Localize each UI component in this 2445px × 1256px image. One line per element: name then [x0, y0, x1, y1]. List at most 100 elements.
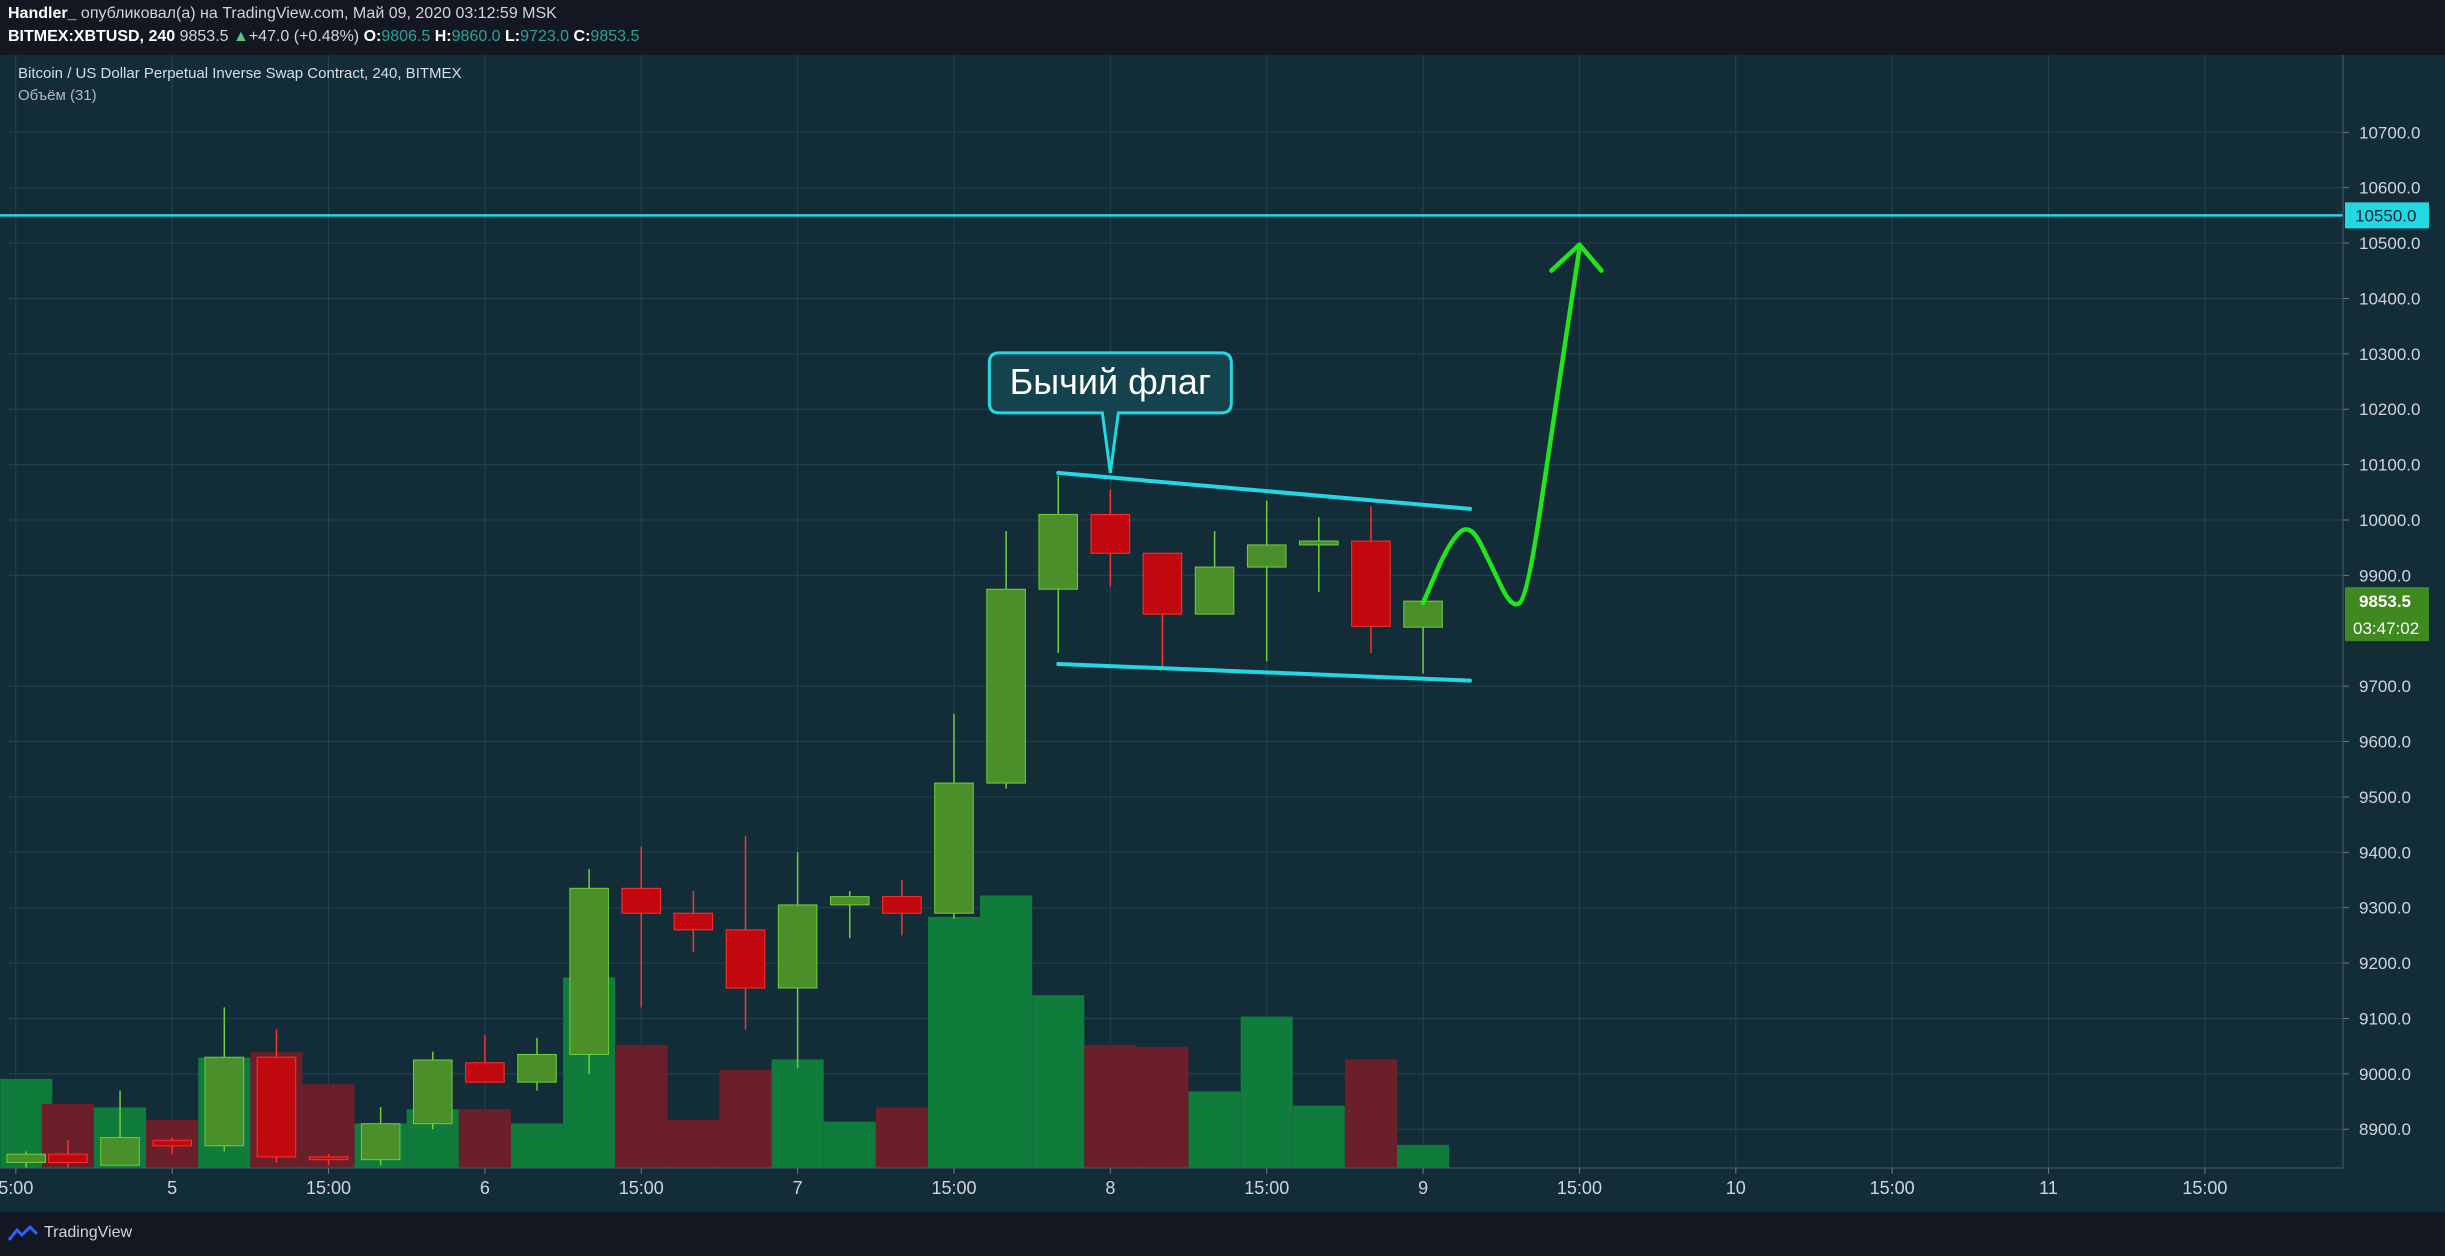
time-tick-label: 7 — [793, 1178, 803, 1198]
volume-bar — [302, 1084, 355, 1168]
candle-body — [1194, 566, 1235, 615]
candle-body — [100, 1137, 140, 1166]
price-tick-label: 9700.0 — [2359, 677, 2411, 696]
volume-bar — [458, 1109, 511, 1168]
high-value: 9860.0 — [451, 28, 501, 45]
open-value: 9806.5 — [381, 28, 431, 45]
volume-bar — [615, 1045, 668, 1168]
volume-bar — [980, 895, 1033, 1168]
chart-area[interactable]: Бычий флаг 10700.0 10600.0 10500.0 10400.0 10… — [0, 55, 2445, 1212]
time-tick-label: 9 — [1418, 1178, 1428, 1198]
price-tick-label: 10700.0 — [2359, 123, 2420, 142]
time-tick-label: 15:00 — [306, 1178, 351, 1198]
candle-body — [673, 912, 714, 931]
candle-body — [308, 1156, 349, 1161]
low-value: 9723.0 — [520, 28, 570, 45]
last-price-text: 9853.5 — [2359, 592, 2411, 611]
symbol-ohlc-line: BITMEX:XBTUSD, 240 9853.5 ▲+47.0 (+0.48%… — [8, 28, 639, 46]
volume-bar — [1084, 1045, 1137, 1168]
candle-body — [1038, 513, 1079, 590]
level-price-text: 10550.0 — [2355, 206, 2416, 225]
volume-bar — [667, 1119, 720, 1168]
volume-bar — [510, 1123, 564, 1168]
publish-text: опубликовал(а) на TradingView.com, Май 0… — [80, 5, 557, 22]
time-tick-label: 8 — [1105, 1178, 1115, 1198]
brand[interactable]: TradingView — [8, 1224, 132, 1242]
price-tick-label: 10200.0 — [2359, 400, 2420, 419]
time-axis — [0, 1168, 2445, 1212]
price-tick-label: 9500.0 — [2359, 788, 2411, 807]
candle-body — [48, 1153, 88, 1163]
symbol-label[interactable]: BITMEX:XBTUSD, 240 — [8, 28, 176, 45]
price-tick-label: 9300.0 — [2359, 899, 2411, 918]
price-tick-label: 8900.0 — [2359, 1120, 2411, 1139]
candle-body — [986, 588, 1026, 784]
brand-name: TradingView — [44, 1224, 133, 1241]
candle-body — [934, 782, 974, 914]
candlestick-chart[interactable]: Бычий флаг 10700.0 10600.0 10500.0 10400.0 10… — [0, 55, 2445, 1212]
last-price: 9853.5 — [179, 28, 229, 45]
price-tick-label: 9900.0 — [2359, 566, 2411, 585]
time-tick-label: 5:00 — [0, 1178, 33, 1198]
time-tick-label: 15:00 — [2182, 1178, 2227, 1198]
time-tick-label: 6 — [480, 1178, 490, 1198]
last-price-tag — [2345, 587, 2429, 642]
candle-body — [152, 1139, 192, 1147]
price-tick-label: 10500.0 — [2359, 234, 2420, 253]
volume-bar — [1397, 1144, 1450, 1168]
time-tick-label: 10 — [1726, 1178, 1746, 1198]
open-label: O: — [363, 28, 382, 45]
candle-body — [1299, 540, 1339, 546]
price-tick-label: 9100.0 — [2359, 1009, 2411, 1028]
price-tick-label: 10000.0 — [2359, 511, 2420, 530]
volume-bar — [1240, 1016, 1293, 1168]
volume-bar — [1188, 1091, 1241, 1168]
volume-bar — [1032, 995, 1085, 1168]
callout-text: Бычий флаг — [1010, 361, 1211, 402]
forecast-arrow-head — [1549, 242, 1604, 273]
publish-info: Handler_ опубликовал(а) на TradingView.c… — [8, 5, 557, 23]
candle-body — [412, 1059, 453, 1125]
candle-body — [829, 896, 870, 906]
candle-body — [204, 1056, 245, 1147]
candle-body — [725, 929, 766, 989]
tradingview-logo-icon — [8, 1224, 38, 1241]
candle-body — [517, 1053, 557, 1083]
volume-bar — [771, 1059, 824, 1168]
time-tick-label: 15:00 — [1870, 1178, 1915, 1198]
candle-body — [882, 896, 922, 914]
volume-legend[interactable]: Объём (31) — [18, 87, 97, 104]
price-change: +47.0 (+0.48%) — [248, 28, 360, 45]
change-up-icon: ▲ — [232, 28, 249, 45]
price-tick-label: 9200.0 — [2359, 954, 2411, 973]
volume-bar — [875, 1107, 928, 1168]
volume-bar — [1344, 1059, 1398, 1168]
forecast-arrow-path — [1420, 246, 1582, 607]
price-tick-label: 10300.0 — [2359, 345, 2420, 364]
level-price-tag — [2345, 202, 2429, 229]
chart-legend-title[interactable]: Bitcoin / US Dollar Perpetual Inverse Sw… — [18, 65, 462, 82]
price-tick-label: 10400.0 — [2359, 289, 2420, 308]
price-tick-label: 9600.0 — [2359, 733, 2411, 752]
candle-body — [569, 887, 609, 1055]
close-value: 9853.5 — [590, 28, 640, 45]
callout-bubble — [987, 351, 1233, 474]
price-tick-label: 10100.0 — [2359, 456, 2420, 475]
flag-lower-line — [1056, 662, 1472, 683]
volume-bar — [1292, 1105, 1345, 1168]
price-tick-label: 9400.0 — [2359, 843, 2411, 862]
candle-body — [1246, 544, 1287, 568]
close-label: C: — [573, 28, 591, 45]
high-label: H: — [434, 28, 452, 45]
candle-body — [256, 1056, 297, 1158]
volume-bar — [927, 916, 981, 1168]
author-name[interactable]: Handler_ — [8, 5, 77, 22]
time-tick-label: 15:00 — [1557, 1178, 1602, 1198]
volume-bar — [719, 1070, 772, 1168]
low-label: L: — [505, 28, 521, 45]
candle-body — [1090, 513, 1131, 554]
time-tick-label: 11 — [2039, 1178, 2058, 1198]
flag-upper-line — [1056, 470, 1472, 511]
candle-body — [465, 1062, 505, 1083]
candle-body — [360, 1123, 401, 1161]
